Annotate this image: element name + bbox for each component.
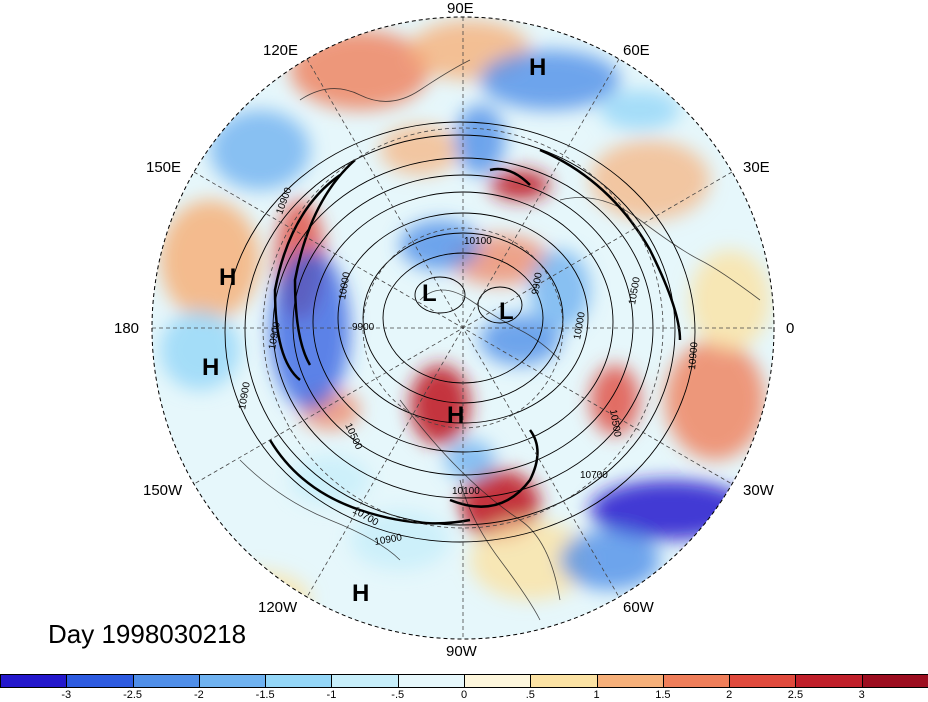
colorbar-swatch [0,674,68,688]
colorbar-tick-label: 2.5 [787,689,804,701]
jet-contours [268,148,682,525]
colorbar-tick-label: 3 [858,689,865,701]
contour-label: 10100 [464,236,492,247]
colorbar-swatch [265,674,333,688]
colorbar-swatch [331,674,399,688]
lon-label-30w: 30W [743,482,774,499]
contour-label: 10000 [572,311,588,341]
high-pressure-marker: H [447,402,465,429]
contour-label: 10900 [687,341,700,370]
lon-label-120w: 120W [258,599,298,616]
lon-label-60e: 60E [623,42,650,59]
day-label: Day 1998030218 [48,619,247,649]
colorbar-tick-label: 1.5 [655,689,671,701]
contour-label: 10700 [580,470,608,481]
map-border [151,16,775,640]
contour-label: 10000 [337,271,353,301]
lon-label-150w: 150W [143,482,183,499]
colorbar: -3 -2.5 -2 -1.5 -1 -.5 0 .5 1 1.5 2 2.5 3 [0,674,928,702]
colorbar-swatch [66,674,134,688]
colorbar-swatch [464,674,532,688]
low-pressure-marker: L [499,298,514,325]
colorbar-tick-label: -1.5 [255,689,275,701]
contour-label: 10900 [267,321,283,351]
lon-label-60w: 60W [623,599,654,616]
contour-label: 10900 [374,532,404,548]
high-pressure-marker: H [202,354,220,381]
lon-label-30e: 30E [743,159,770,176]
high-pressure-marker: H [529,54,547,81]
graticule [152,17,774,639]
colorbar-tick-label: -.5 [391,689,405,701]
anomaly-field [152,17,774,639]
lon-label-90w: 90W [446,643,477,660]
colorbar-tick-label: 0 [460,689,468,701]
high-pressure-marker: H [352,580,370,607]
colorbar-tick-label: -1 [326,689,337,701]
colorbar-swatch [795,674,863,688]
lon-label-180: 180 [114,320,140,337]
contour-label: 10100 [452,486,480,497]
high-pressure-marker: H [219,264,237,291]
contour-label: 9900 [530,271,545,295]
colorbar-swatch [662,674,731,688]
colorbar-swatch [530,674,598,688]
colorbar-tick-label: -2.5 [123,689,143,701]
lon-label-0: 0 [786,320,795,337]
colorbar-swatch [198,674,267,688]
lon-label-120e: 120E [263,42,299,59]
lon-label-150e: 150E [146,159,182,176]
contour-label: 10500 [627,276,643,306]
low-pressure-marker: L [422,280,437,307]
colorbar-swatch [861,674,928,688]
colorbar-swatch [132,674,200,688]
colorbar-tick-label: .5 [525,689,535,701]
colorbar-swatch [596,674,664,688]
colorbar-tick-label: -2 [193,689,204,701]
colorbar-swatch [729,674,797,688]
contour-label: 10500 [607,409,623,439]
colorbar-tick-label: 2 [726,689,733,701]
contour-label: 9900 [352,322,375,333]
contour-label: 10900 [237,381,253,411]
lon-label-90e: 90E [447,0,474,17]
colorbar-tick-label: 1 [593,689,600,701]
colorbar-swatch [397,674,465,688]
colorbar-tick-label: -3 [61,689,72,701]
